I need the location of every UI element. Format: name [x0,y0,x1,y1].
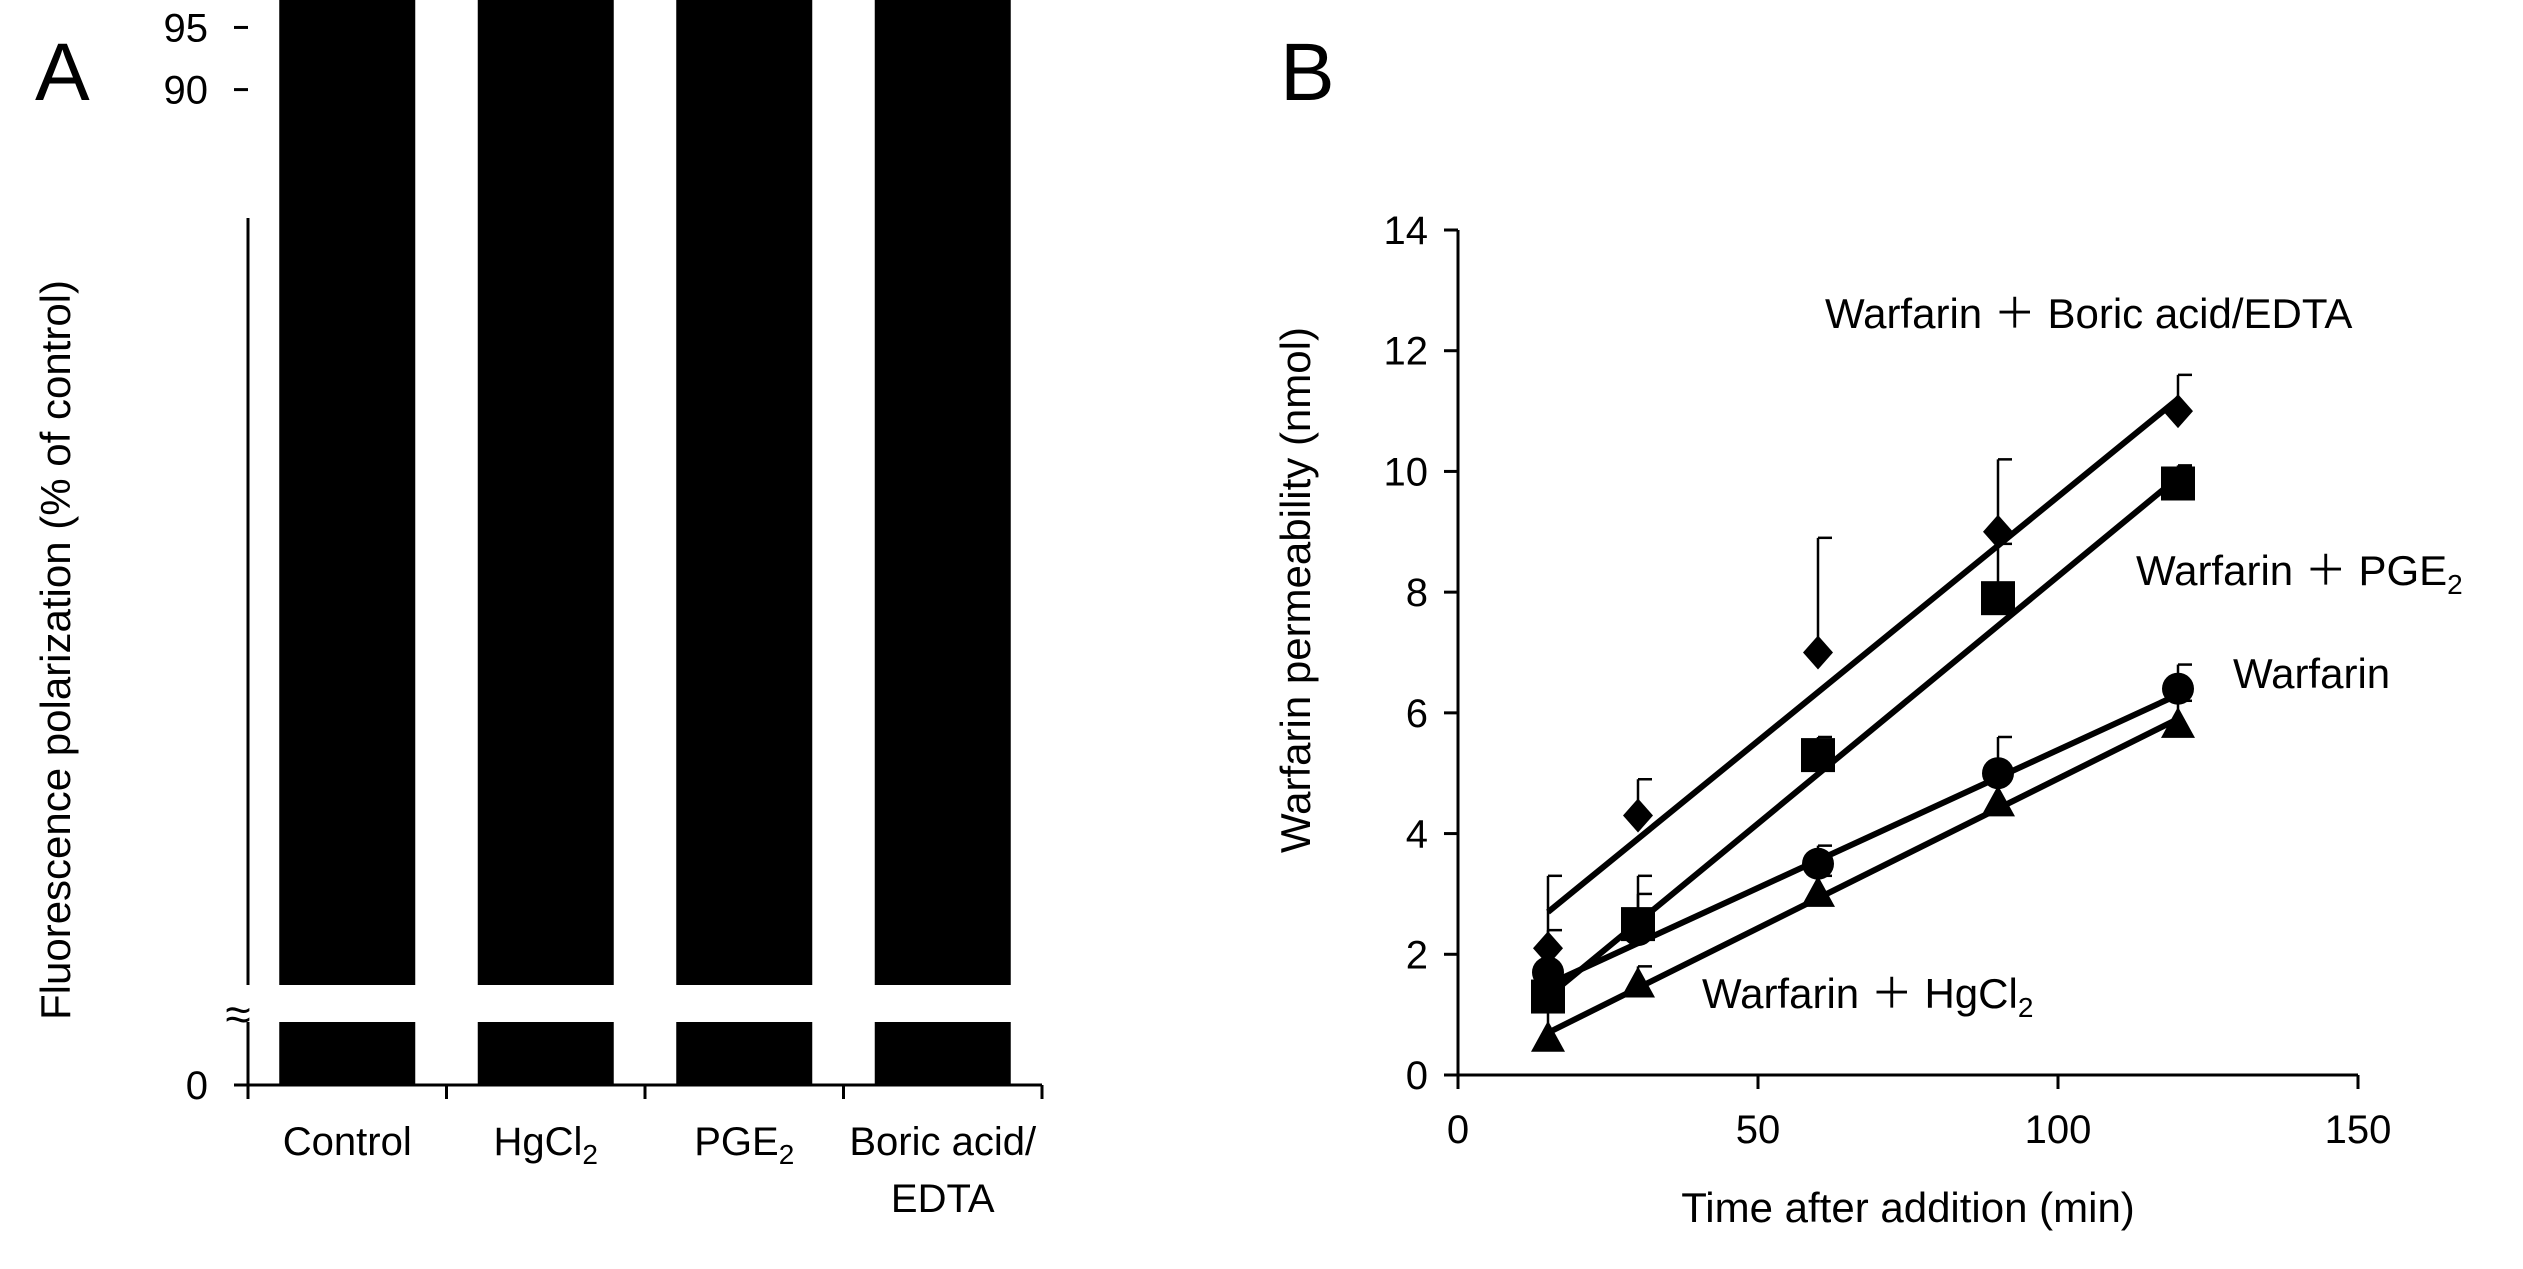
x-label-2: HgCl2 [494,1120,598,1170]
bar-3-lower [676,1022,813,1085]
panel-b-x-tick-label: 100 [2025,1108,2092,1152]
panel-a-y-ticks: 09095100105110115120 [164,6,248,1108]
panel-b-y-tick-label: 10 [1384,450,1429,494]
series-3-point-3 [1802,847,1834,880]
series-1-label: Warfarin ＋ Boric acid/EDTA [1825,290,2352,337]
bar-2-upper [477,0,614,986]
series-3-label: Warfarin [2233,650,2390,697]
panel-b-x-axis-title: Time after addition (min) [1681,1184,2135,1231]
panel-b-y-tick-label: 12 [1384,330,1429,374]
series-2-point-4 [1981,581,2015,616]
series-3-point-2 [1622,914,1654,947]
panel-b-y-tick-label: 8 [1406,571,1428,615]
bar-3-upper [676,0,813,985]
series-2-point-3 [1801,738,1835,773]
panel-b-y-tick-label: 6 [1406,692,1428,736]
panel-b-x-tick-label: 50 [1736,1108,1781,1152]
panel-a-bar-chart: A ***** 09095100105110115120 ControlHgCl… [32,0,1044,1221]
bar-4-upper [874,0,1011,985]
series-3-fit-line [1546,692,2180,988]
panel-a-y-tick-label: 95 [164,6,209,50]
panel-b-scatter-chart: B 0 2 4 6 8 10 12 14 0 50 100 150 Warfarin ＋ Boric … [1272,27,2463,1231]
series-4 [1531,699,2195,1052]
series-1-point-4 [1983,514,2013,549]
series-1-point-5 [2163,394,2193,429]
panel-b-y-tick-label: 2 [1406,933,1428,977]
series-2-point-5 [2161,466,2195,501]
panel-b-y-tick-label: 4 [1406,813,1428,857]
series-4-point-3 [1801,875,1835,907]
x-label-3: PGE2 [694,1120,794,1170]
panel-a-label: A [35,27,90,118]
series-4-point-2 [1621,966,1655,998]
panel-b-x-tick-label: 150 [2325,1108,2392,1152]
series-2-label: Warfarin ＋ PGE2 [2136,547,2463,600]
panel-a-y-tick-label: 0 [186,1064,208,1108]
panel-a-axis-break-symbol: ≈ [225,988,250,1040]
panel-b-axes [1456,230,2358,1077]
panel-a-y-axis-title: Fluorescence polarization (% of control) [32,280,79,1020]
series-4-point-1 [1531,1020,1565,1052]
x-label-1: Control [283,1120,412,1164]
bar-2-lower [477,1022,614,1085]
bar-4-lower [874,1022,1011,1085]
panel-a-y-tick-label: 90 [164,69,209,113]
x-label-4: Boric acid/ [849,1120,1037,1164]
series-3-point-1 [1532,956,1564,989]
series-4-point-5 [2161,706,2195,738]
panel-b-y-tick-label: 14 [1384,209,1429,253]
panel-b-y-axis-title: Warfarin permeability (nmol) [1272,327,1319,853]
panel-a-axes [246,218,1044,1099]
series-1-point-2 [1623,798,1653,833]
panel-b-y-tick-label: 0 [1406,1054,1428,1098]
bar-1-upper [279,0,416,986]
panel-b-x-tick-label: 0 [1447,1108,1469,1152]
panel-b-label: B [1280,27,1335,118]
series-4-point-4 [1981,785,2015,817]
series-1-point-3 [1803,635,1833,670]
bar-1-lower [279,1022,416,1085]
panel-b-series [1531,373,2195,1052]
series-3-point-5 [2162,672,2194,705]
panel-b-series-labels: Warfarin ＋ Boric acid/EDTA Warfarin ＋ PGE… [1702,290,2463,1023]
panel-a-bars: ***** [279,0,1011,1085]
panel-b-ticks: 0 2 4 6 8 10 12 14 0 50 100 150 [1384,209,2392,1152]
series-4-label: Warfarin ＋ HgCl2 [1702,970,2033,1023]
x-label-4-line2: EDTA [891,1177,995,1221]
series-4-fit-line [1546,716,2180,1036]
series-3 [1532,663,2194,989]
series-1-fit-line [1546,396,2180,915]
panel-a-x-labels: Control HgCl2 PGE2 Boric acid/EDTA [283,1120,1037,1221]
